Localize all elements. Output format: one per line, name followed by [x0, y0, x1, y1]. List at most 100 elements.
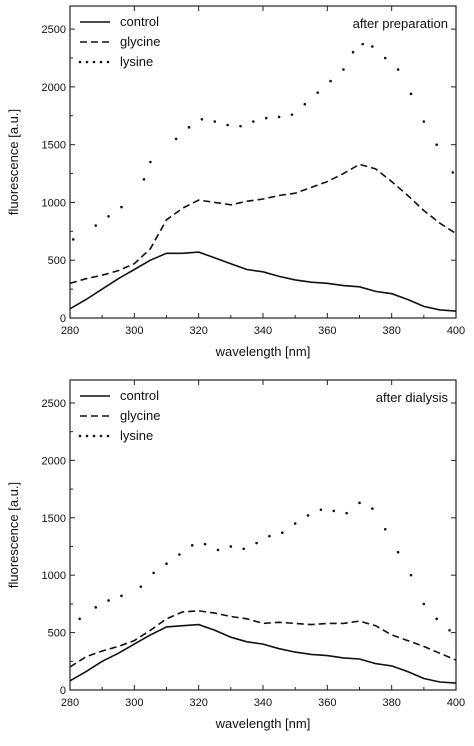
data-point [190, 544, 194, 547]
series-line [69, 163, 457, 285]
data-point [200, 117, 204, 121]
data-point [216, 548, 220, 552]
legend-swatch [106, 60, 110, 64]
data-point [435, 617, 439, 621]
data-point [277, 115, 281, 119]
data-point [435, 143, 439, 146]
legend-label: glycine [120, 34, 160, 49]
data-point [149, 160, 152, 164]
series-glycine [69, 609, 457, 668]
legend-label: control [120, 388, 159, 403]
data-point [268, 534, 271, 538]
y-tick-label: 1000 [42, 197, 66, 209]
legend-label: lysine [120, 54, 153, 69]
series-control [69, 623, 457, 684]
data-point [383, 527, 387, 531]
legend-label: control [120, 14, 159, 29]
data-point [255, 541, 258, 545]
x-axis-label: wavelength [nm] [215, 344, 311, 359]
x-tick-label: 360 [318, 697, 336, 709]
data-point [107, 215, 110, 218]
y-tick-label: 2000 [42, 455, 66, 467]
legend-swatch [99, 434, 103, 438]
data-point [252, 120, 255, 123]
chart-panel-1: 280 300 320 340 360 380 400 0 500 1000 1500 2000 250… [6, 5, 465, 359]
data-point [448, 628, 451, 632]
data-point [203, 542, 207, 546]
data-point [290, 113, 294, 116]
data-point [120, 594, 123, 598]
x-tick-label: 380 [382, 325, 400, 337]
x-tick-label: 320 [189, 697, 207, 709]
data-point [71, 238, 75, 241]
data-point [239, 124, 242, 128]
data-point [396, 550, 400, 554]
data-point [293, 522, 297, 525]
data-point [213, 120, 217, 123]
data-point [422, 602, 426, 606]
data-point [306, 514, 310, 517]
data-point [451, 171, 455, 174]
legend-swatch [92, 60, 96, 64]
data-point [383, 56, 387, 60]
data-point [342, 68, 345, 71]
data-point [281, 531, 284, 535]
data-point [229, 545, 233, 548]
data-point [187, 126, 191, 129]
data-point [371, 45, 374, 48]
x-axis-label: wavelength [nm] [215, 716, 311, 731]
legend-swatch [92, 434, 96, 438]
series-lysine [71, 42, 455, 241]
legend: control glycine lysine [78, 14, 160, 69]
panel-title: after dialysis [376, 390, 449, 405]
data-point [107, 599, 110, 602]
data-point [94, 606, 98, 609]
y-tick-label: 500 [48, 255, 66, 267]
y-tick-label: 1000 [42, 570, 66, 582]
y-axis-label: fluorescence [a.u.] [6, 482, 21, 588]
data-point [329, 79, 332, 83]
y-tick-label: 2000 [42, 82, 66, 94]
x-tick-label: 400 [447, 325, 465, 337]
data-point [142, 178, 146, 181]
data-point [120, 205, 123, 209]
data-point [345, 511, 348, 515]
data-point [178, 553, 181, 556]
legend-label: lysine [120, 428, 153, 443]
x-tick-label: 280 [61, 325, 79, 337]
data-point [264, 116, 268, 120]
data-point [409, 92, 413, 96]
series-glycine [69, 163, 457, 285]
series-control [69, 251, 457, 312]
series-line [69, 251, 457, 312]
legend-swatch [85, 60, 89, 64]
data-point [165, 562, 168, 566]
data-point [152, 571, 155, 575]
data-point [94, 224, 98, 227]
x-tick-label: 320 [189, 325, 207, 337]
y-tick-label: 1500 [42, 140, 66, 152]
data-point [139, 585, 143, 588]
data-point [358, 501, 361, 505]
x-tick-label: 280 [61, 697, 79, 709]
legend-swatch [78, 60, 82, 64]
data-point [319, 508, 323, 512]
x-tick-label: 300 [125, 697, 143, 709]
x-tick-label: 300 [125, 325, 143, 337]
data-point [409, 573, 413, 577]
data-point [422, 120, 426, 123]
x-tick-label: 380 [382, 697, 400, 709]
data-point [242, 547, 245, 551]
x-tick-label: 340 [254, 325, 272, 337]
series-lysine [78, 501, 451, 632]
y-axis-label: fluorescence [a.u.] [6, 109, 21, 215]
y-tick-label: 500 [48, 628, 66, 640]
y-tick-label: 0 [60, 313, 66, 325]
series-line [69, 623, 457, 684]
legend-swatch [85, 434, 89, 438]
panel-title: after preparation [353, 16, 448, 31]
legend-swatch [99, 60, 103, 64]
x-tick-label: 400 [447, 697, 465, 709]
y-tick-label: 2500 [42, 398, 66, 410]
data-point [226, 123, 229, 127]
